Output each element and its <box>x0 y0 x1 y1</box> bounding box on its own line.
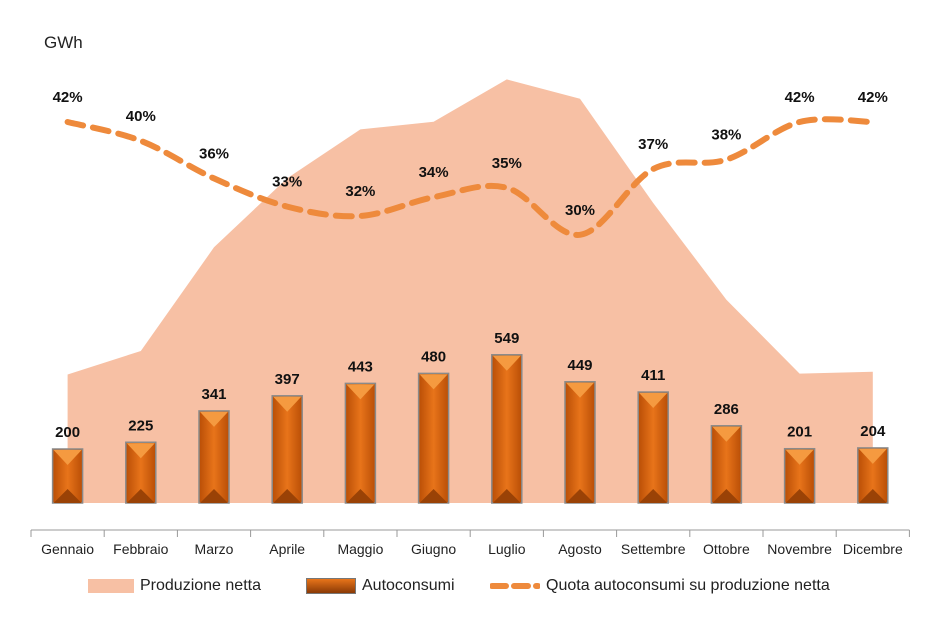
legend-label: Produzione netta <box>140 577 261 594</box>
bar-bevel <box>785 449 814 465</box>
bar-bevel <box>492 355 521 371</box>
bar-data-label: 443 <box>348 358 373 375</box>
bar-data-label: 225 <box>128 417 153 434</box>
line-data-label: 32% <box>345 183 375 200</box>
line-data-label: 42% <box>785 89 815 106</box>
bar-data-label: 449 <box>567 357 592 374</box>
line-data-label: 40% <box>126 108 156 125</box>
line-data-label: 42% <box>53 89 83 106</box>
bar-bevel <box>346 384 375 400</box>
x-tick-label: Luglio <box>488 541 526 557</box>
x-tick-label: Novembre <box>767 541 832 557</box>
x-tick-label: Ottobre <box>703 541 750 557</box>
bar-bevel <box>346 489 375 503</box>
x-tick-label: Giugno <box>411 541 456 557</box>
legend-label: Autoconsumi <box>362 577 455 594</box>
bar-data-label: 201 <box>787 424 812 441</box>
bar-bevel <box>273 489 302 503</box>
bar-bevel <box>492 489 521 503</box>
bar-bevel <box>200 411 228 427</box>
line-data-label: 30% <box>565 202 595 219</box>
line-quota-autoconsumi <box>64 116 876 238</box>
line-data-label: 36% <box>199 145 229 162</box>
bar-bevel <box>858 489 887 503</box>
bar-bevel <box>419 374 448 390</box>
bar-autoconsumi <box>491 354 523 504</box>
bar-data-label: 549 <box>494 330 519 347</box>
bar-autoconsumi <box>417 372 450 504</box>
line-data-label: 38% <box>711 127 741 144</box>
x-tick-label: Maggio <box>337 541 383 557</box>
legend-swatch-area <box>88 579 134 593</box>
bar-data-label: 411 <box>641 367 665 384</box>
bar-bevel <box>126 489 155 503</box>
bar-bevel <box>53 450 82 465</box>
bar-bevel <box>712 489 741 503</box>
legend-item-produzione[interactable]: Produzione netta <box>88 577 261 595</box>
bar-bevel <box>419 489 448 503</box>
x-tick-label: Febbraio <box>113 541 168 557</box>
bar-autoconsumi <box>271 395 303 504</box>
bar-bevel <box>126 443 155 459</box>
bar-data-label: 397 <box>275 371 300 388</box>
line-data-label: 42% <box>858 89 888 106</box>
legend-item-autoconsumi[interactable]: Autoconsumi <box>306 577 455 595</box>
x-tick-label: Marzo <box>195 541 234 557</box>
legend-swatch-bar <box>306 578 356 594</box>
x-tick-label: Settembre <box>621 541 686 557</box>
y-axis-unit: GWh <box>44 33 83 52</box>
bar-bevel <box>639 393 668 409</box>
x-tick-label: Dicembre <box>843 541 903 557</box>
area-produzione-netta <box>67 79 873 504</box>
x-tick-label: Gennaio <box>41 541 94 557</box>
bar-autoconsumi <box>344 382 377 504</box>
legend-label: Quota autoconsumi su produzione netta <box>546 577 830 594</box>
bar-bevel <box>712 426 741 442</box>
bar-bevel <box>785 489 814 503</box>
bar-bevel <box>566 489 594 503</box>
line-data-label: 37% <box>638 136 668 153</box>
bar-autoconsumi <box>637 391 669 504</box>
line-data-label: 35% <box>492 155 522 172</box>
bar-bevel <box>858 448 887 464</box>
bar-bevel <box>53 489 82 503</box>
bar-data-label: 200 <box>55 424 80 441</box>
bar-data-label: 286 <box>714 401 739 418</box>
bar-bevel <box>273 396 302 412</box>
line-data-label: 33% <box>272 174 302 191</box>
bar-bevel <box>566 382 594 398</box>
bar-autoconsumi <box>564 381 596 504</box>
x-tick-label: Agosto <box>558 541 602 557</box>
line-data-label: 34% <box>419 164 449 181</box>
legend-item-quota[interactable]: Quota autoconsumi su produzione netta <box>490 577 830 595</box>
bar-data-label: 480 <box>421 348 446 365</box>
bar-data-label: 204 <box>860 423 886 440</box>
bar-bevel <box>639 489 668 503</box>
legend-swatch-line <box>490 583 540 589</box>
bar-bevel <box>200 489 228 503</box>
x-tick-label: Aprile <box>269 541 305 557</box>
bar-data-label: 341 <box>201 386 226 403</box>
